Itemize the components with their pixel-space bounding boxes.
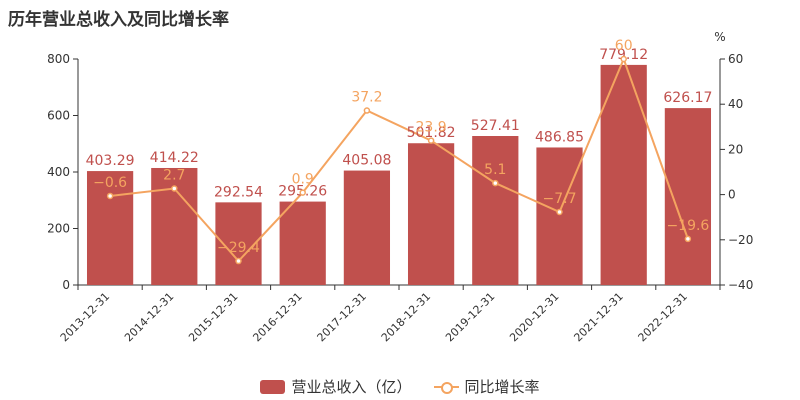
growth-value-label: 60	[615, 38, 633, 54]
growth-point[interactable]	[235, 257, 242, 265]
x-tick-label: 2013-12-31	[58, 290, 112, 344]
bar-value-label: 486.85	[535, 129, 584, 145]
bar-value-label: 626.17	[663, 90, 712, 106]
growth-point[interactable]	[106, 192, 114, 200]
y-right-tick-label: 0	[728, 188, 736, 202]
bar[interactable]	[472, 136, 519, 285]
bar-value-label: 414.22	[150, 150, 199, 166]
x-tick-label: 2019-12-31	[443, 290, 497, 344]
bar[interactable]	[407, 143, 455, 285]
growth-point[interactable]	[363, 107, 371, 114]
bar-value-label: 501.82	[407, 125, 456, 141]
bar[interactable]	[343, 170, 391, 285]
y-left-tick-label: 600	[47, 109, 70, 123]
growth-line	[109, 56, 689, 263]
growth-point[interactable]	[620, 55, 627, 63]
y-right-tick-label: −40	[728, 278, 753, 292]
growth-value-label: 37.2	[351, 90, 382, 106]
x-tick-label: 2015-12-31	[186, 290, 240, 344]
growth-value-label: 0.9	[292, 172, 314, 188]
legend-label-revenue: 营业总收入（亿）	[291, 378, 412, 396]
x-tick-label: 2021-12-31	[571, 290, 625, 344]
legend-item-revenue[interactable]: 营业总收入（亿）	[260, 376, 412, 397]
x-tick-label: 2018-12-31	[379, 290, 433, 344]
growth-point[interactable]	[556, 208, 563, 216]
legend-item-growth[interactable]: 同比增长率	[433, 376, 540, 397]
growth-point[interactable]	[427, 137, 435, 144]
legend-swatch-growth	[433, 380, 459, 394]
x-tick-label: 2020-12-31	[507, 290, 561, 344]
legend: 营业总收入（亿） 同比增长率	[0, 376, 800, 397]
growth-point[interactable]	[171, 185, 178, 192]
x-tick-label: 2016-12-31	[250, 290, 304, 344]
x-tick-label: 2022-12-31	[636, 290, 690, 344]
x-tick-label: 2014-12-31	[122, 290, 176, 344]
bar-value-label: 779.12	[599, 47, 648, 63]
y-right-unit: %	[714, 30, 725, 44]
y-left-tick-label: 0	[62, 278, 70, 292]
y-right-tick-label: −20	[728, 233, 753, 247]
y-right-tick-label: 20	[728, 142, 743, 156]
y-right-tick-label: 40	[728, 97, 743, 111]
growth-value-label: 2.7	[163, 167, 185, 183]
chart-title: 历年营业总收入及同比增长率	[8, 10, 229, 30]
bar-value-label: 292.54	[214, 184, 263, 200]
bar-value-label: 403.29	[86, 153, 135, 169]
legend-label-growth: 同比增长率	[464, 378, 540, 396]
y-right-tick-label: 60	[728, 52, 743, 66]
bar-value-label: 527.41	[471, 118, 520, 134]
y-left-tick-label: 800	[47, 52, 70, 66]
x-tick-label: 2017-12-31	[315, 290, 369, 344]
growth-point[interactable]	[684, 235, 692, 243]
bar[interactable]	[279, 201, 326, 285]
growth-value-label: 5.1	[484, 162, 506, 178]
bar-value-label: 405.08	[342, 153, 391, 169]
legend-swatch-revenue	[260, 379, 286, 394]
y-left-tick-label: 400	[47, 165, 70, 179]
growth-value-label: −19.6	[666, 218, 709, 234]
growth-value-label: −7.7	[543, 191, 577, 207]
growth-point[interactable]	[299, 189, 306, 196]
growth-value-label: −29.4	[217, 240, 260, 256]
growth-value-label: −0.6	[93, 175, 127, 191]
growth-point[interactable]	[492, 179, 499, 187]
bar[interactable]	[86, 171, 134, 285]
bar[interactable]	[536, 147, 583, 285]
bar[interactable]	[664, 108, 712, 286]
growth-value-label: 23.9	[416, 120, 447, 136]
y-left-tick-label: 200	[47, 222, 70, 236]
